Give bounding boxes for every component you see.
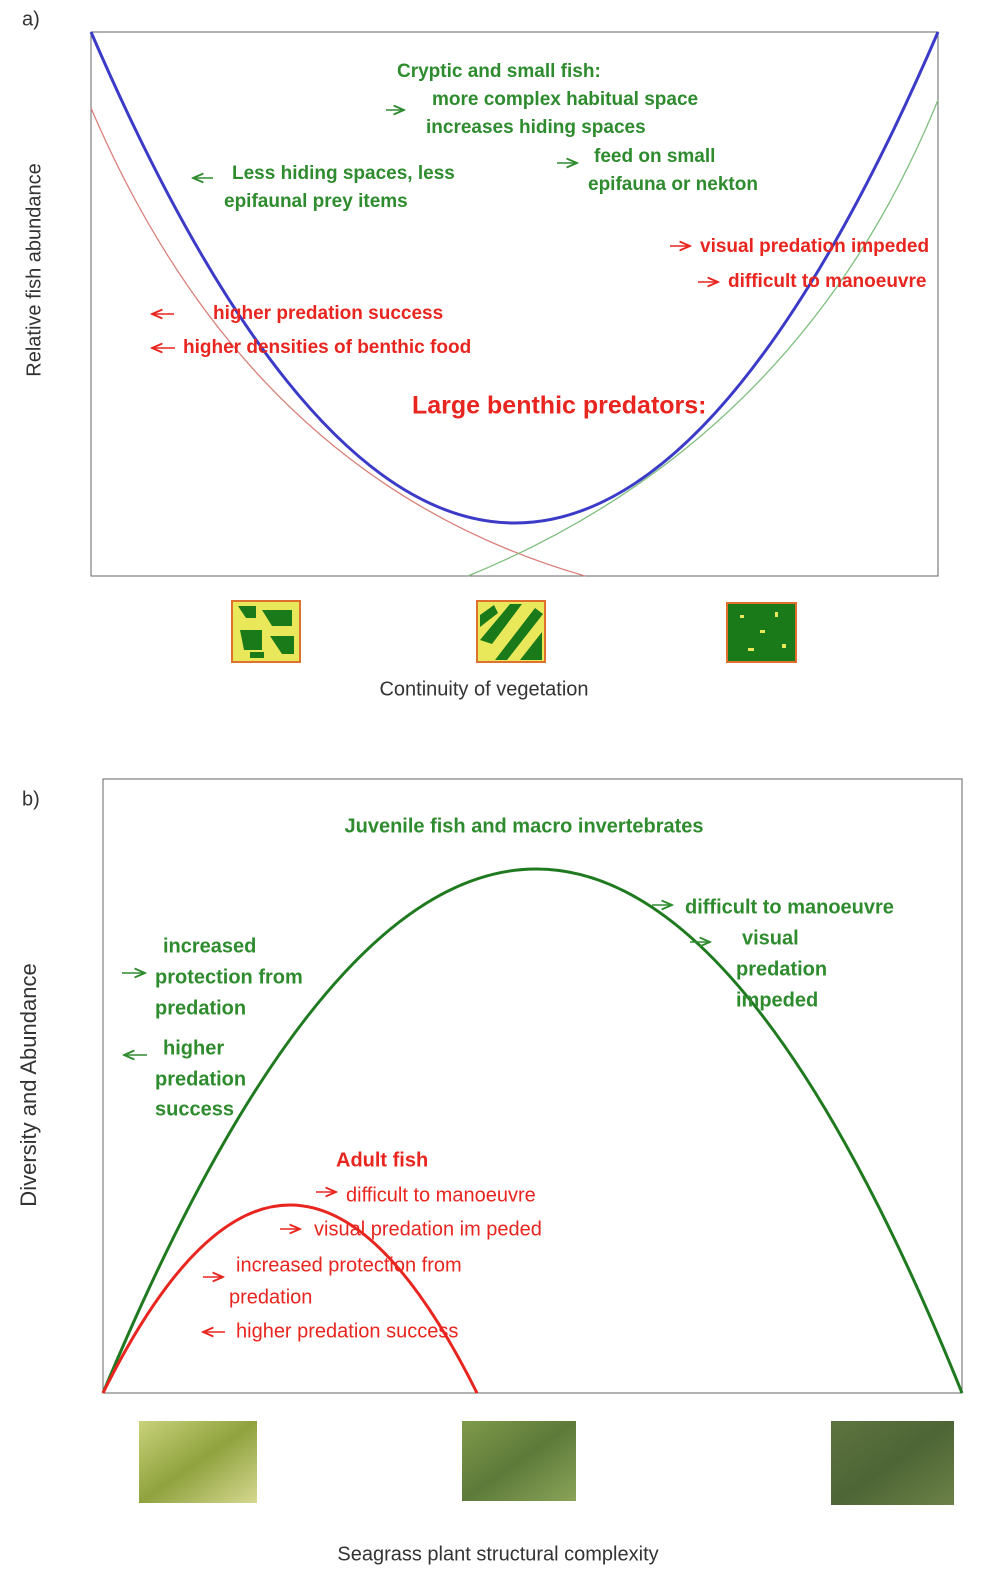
total-curve — [89, 31, 940, 525]
note: increased protection from — [236, 1254, 462, 1276]
seagrass-photo — [462, 1421, 576, 1501]
note: predation — [736, 958, 827, 980]
juvenile-curve — [101, 867, 964, 1394]
note: epifauna or nekton — [588, 174, 758, 195]
note: protection from — [155, 966, 303, 988]
plot-frame — [102, 778, 963, 1394]
vegetation-icon — [476, 600, 546, 663]
note: impeded — [736, 989, 818, 1011]
note: higher predation success — [236, 1320, 458, 1342]
x-axis-label: Continuity of vegetation — [379, 678, 588, 700]
vegetation-icon — [726, 602, 797, 663]
y-axis-label: Relative fish abundance — [23, 163, 45, 376]
note: feed on small — [594, 146, 715, 167]
note: difficult to manoeuvre — [346, 1184, 536, 1206]
panel-label: b) — [22, 788, 40, 810]
note: higher densities of benthic food — [183, 337, 471, 358]
seagrass-photo — [831, 1421, 954, 1505]
note: Cryptic and small fish: — [397, 61, 601, 82]
plot-frame — [90, 31, 939, 577]
note: higher predation success — [213, 303, 443, 324]
note: difficult to manoeuvre — [728, 271, 926, 292]
note: epifaunal prey items — [224, 191, 408, 212]
predator-curve — [90, 107, 586, 577]
small-fish-curve — [467, 99, 939, 577]
note: success — [155, 1098, 234, 1120]
panel-label: a) — [22, 8, 40, 30]
note: predation — [155, 1068, 246, 1090]
note: visual predation impeded — [700, 236, 929, 257]
heading: Adult fish — [336, 1149, 428, 1171]
heading: Large benthic predators: — [412, 392, 707, 420]
seagrass-photo — [139, 1421, 257, 1503]
note: higher — [163, 1037, 224, 1059]
vegetation-icon — [231, 600, 301, 663]
note: increased — [163, 935, 256, 957]
note: difficult to manoeuvre — [685, 896, 894, 918]
x-axis-label: Seagrass plant structural complexity — [337, 1543, 658, 1565]
note: predation — [155, 997, 246, 1019]
note: more complex habitual space — [432, 89, 698, 110]
note: predation — [229, 1286, 312, 1308]
note: Less hiding spaces, less — [232, 163, 455, 184]
note: increases hiding spaces — [426, 117, 646, 138]
y-axis-label: Diversity and Abundance — [16, 963, 41, 1206]
note: visual predation im peded — [314, 1218, 542, 1240]
adult-curve — [101, 1203, 479, 1394]
heading: Juvenile fish and macro invertebrates — [344, 815, 703, 837]
note: visual — [742, 927, 799, 949]
